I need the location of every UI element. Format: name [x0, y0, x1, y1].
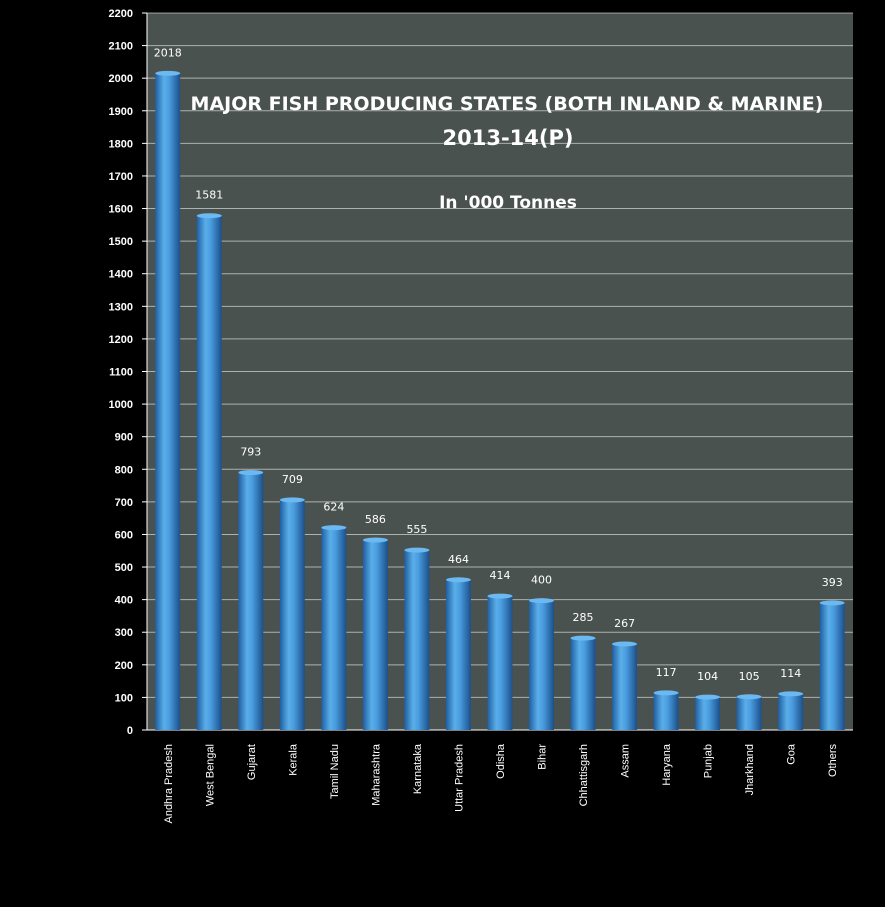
- x-tick-label: Punjab: [703, 744, 715, 778]
- bar-cap: [279, 497, 305, 503]
- bar: [529, 599, 554, 730]
- data-label: 105: [739, 670, 760, 683]
- bar: [279, 498, 305, 730]
- y-tick-label: 2100: [109, 41, 133, 53]
- bar-cap: [653, 690, 679, 696]
- x-tick-label: Odisha: [495, 743, 507, 779]
- x-tick-label: Haryana: [661, 743, 673, 785]
- y-tick-label: 1500: [109, 236, 133, 248]
- bar-cap: [362, 537, 388, 543]
- bar-cap: [487, 593, 513, 599]
- y-tick-label: 1000: [109, 399, 133, 411]
- bar-cap: [446, 577, 471, 583]
- data-label: 2018: [154, 46, 182, 59]
- data-label: 117: [656, 666, 677, 679]
- bar: [404, 549, 430, 730]
- bar-cap: [529, 598, 554, 604]
- y-tick-label: 300: [115, 627, 133, 639]
- bar: [155, 72, 181, 731]
- data-label: 400: [531, 574, 552, 587]
- chart-title: MAJOR FISH PRODUCING STATES (BOTH INLAND…: [191, 93, 824, 115]
- bar-cap: [196, 213, 222, 219]
- bar-cap: [778, 691, 804, 697]
- x-tick-label: Others: [827, 744, 839, 778]
- bar-cap: [819, 600, 845, 606]
- y-tick-label: 1300: [109, 301, 133, 313]
- y-tick-label: 2200: [109, 8, 133, 20]
- x-tick-label: Karnataka: [412, 743, 424, 794]
- data-label: 414: [490, 569, 511, 582]
- data-label: 624: [323, 501, 344, 514]
- y-tick-label: 1800: [109, 138, 133, 150]
- data-label: 793: [240, 446, 261, 459]
- y-tick-label: 1600: [109, 204, 133, 216]
- y-tick-label: 500: [115, 562, 133, 574]
- x-tick-label: West Bengal: [204, 744, 216, 806]
- bar: [321, 526, 347, 730]
- data-label: 709: [282, 473, 303, 486]
- bar: [238, 471, 264, 730]
- y-tick-label: 1900: [109, 106, 133, 118]
- bar-cap: [612, 641, 638, 647]
- bar: [819, 601, 845, 730]
- y-tick-label: 1100: [109, 367, 133, 379]
- x-tick-label: Gujarat: [246, 744, 258, 780]
- y-tick-label: 1700: [109, 171, 133, 183]
- x-tick-label: Chhattisgarh: [578, 744, 590, 806]
- y-tick-label: 1200: [109, 334, 133, 346]
- bar: [653, 691, 679, 730]
- chart-title-year: 2013-14(P): [443, 126, 574, 150]
- x-tick-label: Bihar: [537, 744, 549, 770]
- bar: [446, 578, 471, 730]
- y-tick-label: 100: [115, 692, 133, 704]
- y-tick-label: 400: [115, 595, 133, 607]
- bar-cap: [570, 635, 596, 641]
- data-label: 464: [448, 553, 469, 566]
- bar: [736, 695, 762, 730]
- x-tick-label: Kerala: [287, 743, 299, 776]
- y-tick-label: 600: [115, 529, 133, 541]
- data-label: 586: [365, 513, 386, 526]
- bar: [778, 692, 804, 730]
- x-tick-label: Andhra Pradesh: [163, 744, 175, 824]
- data-label: 104: [697, 670, 718, 683]
- data-label: 1581: [195, 189, 223, 202]
- x-tick-label: Assam: [620, 744, 632, 778]
- bar-cap: [321, 525, 347, 531]
- data-label: 114: [780, 667, 801, 680]
- x-tick-label: Uttar Pradesh: [453, 744, 465, 812]
- y-tick-label: 700: [115, 497, 133, 509]
- bar-cap: [736, 694, 762, 700]
- data-label: 267: [614, 617, 635, 630]
- bar: [612, 642, 638, 730]
- x-tick-label: Maharashtra: [370, 743, 382, 806]
- bar: [695, 696, 721, 730]
- bar: [570, 637, 596, 730]
- bar-cap: [404, 547, 430, 553]
- data-label: 555: [406, 523, 427, 536]
- y-tick-label: 0: [127, 725, 133, 737]
- bar-cap: [695, 694, 721, 700]
- bar-cap: [155, 70, 181, 76]
- x-tick-label: Jharkhand: [744, 744, 756, 795]
- x-tick-label: Tamil Nadu: [329, 744, 341, 799]
- y-tick-label: 800: [115, 464, 133, 476]
- data-label: 285: [573, 611, 594, 624]
- data-label: 393: [822, 576, 843, 589]
- bar: [487, 595, 513, 730]
- y-tick-label: 200: [115, 660, 133, 672]
- y-tick-label: 900: [115, 432, 133, 444]
- x-tick-label: Goa: [786, 743, 798, 765]
- y-tick-label: 2000: [109, 73, 133, 85]
- bar: [196, 214, 222, 730]
- y-tick-label: 1400: [109, 269, 133, 281]
- bar-cap: [238, 470, 264, 476]
- chart-subtitle: In '000 Tonnes: [439, 193, 577, 213]
- bar: [362, 539, 388, 730]
